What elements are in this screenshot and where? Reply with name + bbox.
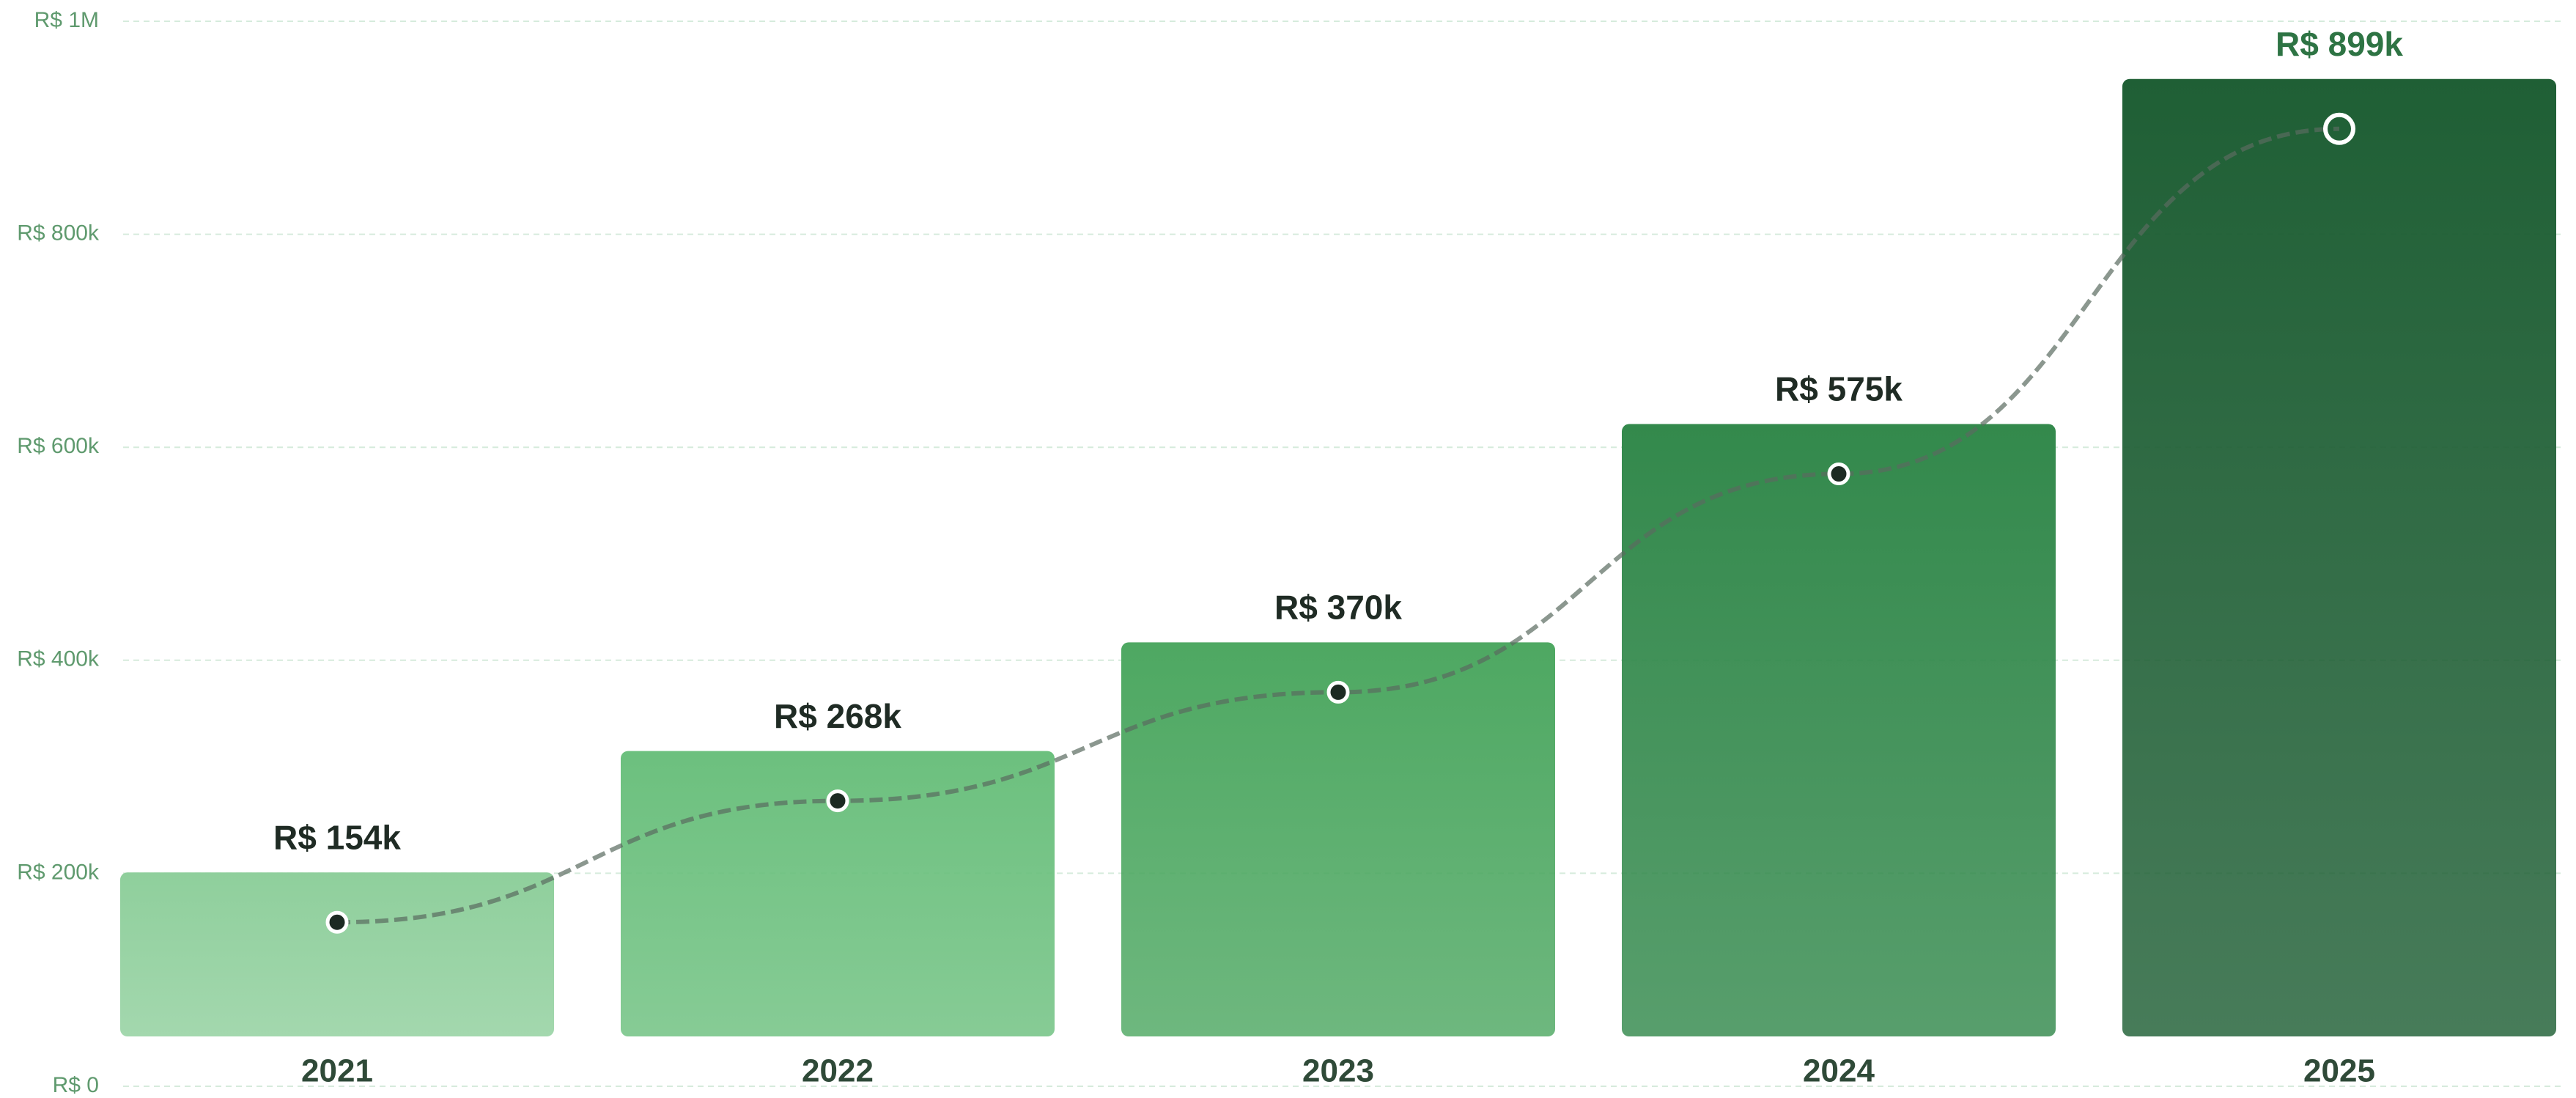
trend-point bbox=[1326, 680, 1350, 704]
value-label: R$ 268k bbox=[774, 697, 901, 735]
x-tick-label: 2023 bbox=[1302, 1053, 1374, 1089]
x-tick-label: 2022 bbox=[802, 1053, 874, 1089]
value-label: R$ 899k bbox=[2276, 25, 2403, 63]
x-tick-label: 2021 bbox=[301, 1053, 373, 1089]
y-tick-label: R$ 800k bbox=[17, 221, 100, 246]
bar bbox=[621, 751, 1055, 1036]
x-tick-label: 2024 bbox=[1803, 1053, 1875, 1089]
bar bbox=[2122, 78, 2556, 1036]
trend-line bbox=[336, 126, 2340, 925]
trend-point bbox=[1827, 463, 1850, 486]
y-tick-label: R$ 0 bbox=[53, 1073, 99, 1097]
trend-point bbox=[2323, 112, 2355, 145]
value-label: R$ 370k bbox=[1274, 589, 1402, 627]
bar bbox=[1622, 424, 2056, 1036]
value-label: R$ 575k bbox=[1775, 370, 1903, 408]
y-tick-label: R$ 400k bbox=[17, 647, 100, 671]
bar bbox=[1121, 642, 1555, 1036]
trend-point bbox=[325, 910, 349, 934]
y-tick-label: R$ 200k bbox=[17, 860, 100, 884]
y-tick-label: R$ 1M bbox=[34, 8, 99, 32]
bar bbox=[120, 872, 554, 1036]
value-label: R$ 154k bbox=[273, 818, 401, 856]
trend-point bbox=[826, 789, 849, 813]
y-tick-label: R$ 600k bbox=[17, 434, 100, 458]
x-tick-label: 2025 bbox=[2303, 1053, 2375, 1089]
